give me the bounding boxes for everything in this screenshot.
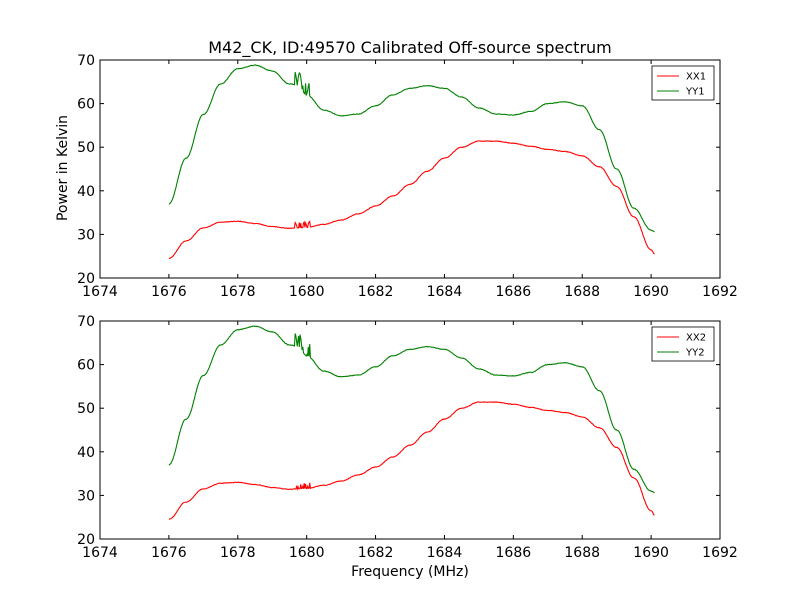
- axes-frame: [99, 320, 721, 540]
- legend-box: [651, 65, 715, 101]
- x-tick-label: 1676: [151, 284, 187, 300]
- x-tick-label: 1682: [358, 545, 394, 561]
- x-tick-label: 1690: [633, 284, 669, 300]
- bottom-panel: 1674 1676 1678 1680 1682 1684 1686 1688 1690 1692…: [77, 314, 738, 561]
- y-axis-label: Power in Kelvin: [55, 115, 71, 221]
- x-tick-label: 1674: [82, 545, 118, 561]
- y-tick-label: 30: [77, 227, 95, 243]
- y-tick-label: 60: [77, 358, 95, 374]
- y-tick-label: 30: [77, 488, 95, 504]
- y-tick-label: 50: [77, 401, 95, 417]
- series-line-yy2: [168, 325, 655, 494]
- x-tick-label: 1682: [358, 284, 394, 300]
- x-tick-label: 1688: [564, 545, 600, 561]
- x-tick-label: 1674: [82, 284, 118, 300]
- y-tick-label: 50: [77, 140, 95, 156]
- y-tick-label: 40: [77, 184, 95, 200]
- legend-label-xx2: XX2: [686, 333, 706, 344]
- legend-label-xx1: XX1: [686, 72, 706, 83]
- x-tick-label: 1678: [220, 284, 256, 300]
- x-tick-label: 1684: [427, 284, 463, 300]
- series-line-yy1: [168, 64, 655, 233]
- x-tick-label: 1686: [496, 545, 532, 561]
- x-tick-label: 1692: [702, 545, 738, 561]
- x-tick-label: 1690: [633, 545, 669, 561]
- x-tick-label: 1692: [702, 284, 738, 300]
- x-tick-label: 1676: [151, 545, 187, 561]
- x-tick-label: 1686: [496, 284, 532, 300]
- x-tick-label: 1688: [564, 284, 600, 300]
- y-tick-label: 70: [77, 53, 95, 69]
- x-tick-label: 1684: [427, 545, 463, 561]
- y-tick-label: 20: [77, 271, 95, 287]
- series-line-xx1: [168, 140, 655, 259]
- x-axis-label: Frequency (MHz): [351, 564, 469, 580]
- legend-label-yy2: YY2: [685, 348, 705, 359]
- y-tick-label: 20: [77, 532, 95, 548]
- x-tick-label: 1680: [289, 284, 325, 300]
- top-panel: 1674 1676 1678 1680 1682 1684 1686 1688 1690 1692…: [77, 53, 738, 300]
- y-tick-label: 60: [77, 97, 95, 113]
- x-tick-label: 1680: [289, 545, 325, 561]
- chart-title: M42_CK, ID:49570 Calibrated Off-source s…: [208, 38, 612, 58]
- y-tick-label: 40: [77, 445, 95, 461]
- legend-box: [651, 326, 715, 362]
- series-line-xx2: [168, 401, 655, 520]
- x-tick-label: 1678: [220, 545, 256, 561]
- legend-label-yy1: YY1: [685, 87, 705, 98]
- axes-frame: [99, 59, 721, 279]
- y-tick-label: 70: [77, 314, 95, 330]
